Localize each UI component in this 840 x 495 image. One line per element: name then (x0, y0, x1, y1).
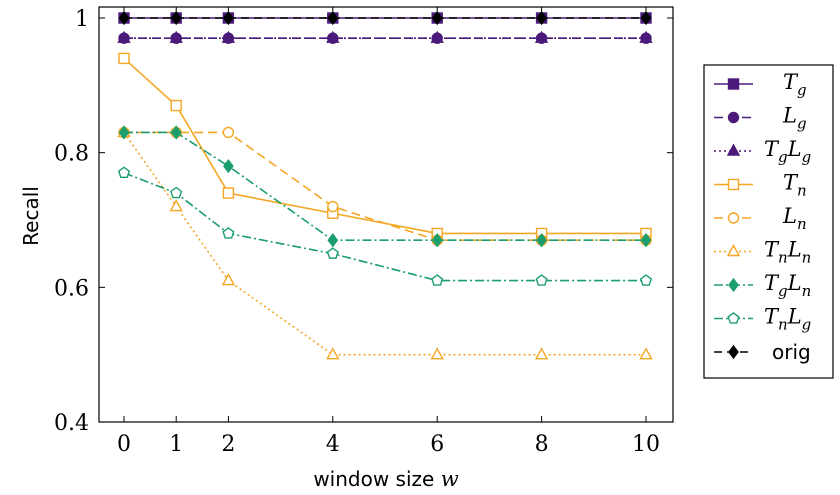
data-point-TgLg (169, 30, 183, 43)
data-point-TnLg (170, 186, 183, 199)
legend-swatch-marker (727, 212, 740, 224)
legend-swatch-marker (727, 178, 740, 191)
data-point-TgLg (221, 30, 236, 43)
data-point-TgLn (170, 125, 182, 140)
legend-entry-TgLg: TgLg (714, 137, 811, 166)
data-point-TnLn (326, 347, 340, 360)
data-point-TgLg (639, 30, 653, 43)
legend-label: Lg (782, 104, 807, 133)
x-tick-label: 2 (221, 432, 235, 457)
data-point-TnLg (535, 274, 548, 286)
series-orig (118, 10, 652, 26)
legend-swatch-marker (726, 143, 741, 156)
legend-entry-Lg: Lg (714, 104, 807, 133)
data-point-TgLn (640, 233, 652, 248)
series-TnLg (117, 166, 653, 286)
data-point-orig (431, 10, 443, 26)
data-point-Ln (327, 200, 339, 213)
legend-swatch-marker (727, 111, 740, 124)
data-point-TnLn (169, 199, 183, 212)
plot-frame (98, 6, 674, 423)
legend-swatch-marker (727, 312, 740, 324)
y-tick-label: 0.8 (54, 142, 89, 167)
data-point-TgLg (430, 30, 444, 43)
data-point-TgLn (118, 125, 130, 140)
series-TgLn (118, 125, 652, 248)
data-point-orig (640, 10, 652, 26)
axes: 0 1 2 4 6 8 10 0.4 0.6 0.8 1 (54, 7, 673, 457)
legend-label: TgLn (764, 271, 811, 300)
series-Tn (118, 52, 652, 240)
legend-label: Ln (782, 204, 807, 233)
x-tick-label: 1 (169, 432, 183, 457)
data-point-orig (327, 10, 339, 26)
data-point-Tn (170, 99, 182, 112)
y-tick-label: 0.4 (54, 411, 89, 436)
data-point-TgLg (326, 30, 340, 43)
y-tick-label: 0.6 (54, 276, 89, 301)
x-axis-label-var: w (441, 467, 459, 491)
series-TnLn (117, 125, 653, 360)
series-layer (117, 10, 653, 360)
legend-entry-Tn: Tn (714, 171, 807, 200)
data-point-TgLn (327, 233, 339, 248)
data-point-Tn (222, 187, 235, 199)
legend-swatch-marker (728, 344, 739, 360)
x-tick-label: 10 (632, 432, 660, 457)
legend-entry-orig: orig (714, 340, 811, 364)
legend-frame (703, 64, 834, 379)
data-point-TnLg (117, 166, 131, 179)
data-point-Ln (222, 126, 235, 139)
x-axis-label-text: window size (313, 467, 440, 491)
x-axis-label: window size w (313, 467, 458, 491)
legend-label: TnLn (764, 238, 811, 267)
data-point-TgLn (223, 158, 234, 174)
legend-entry-Tg: Tg (714, 70, 807, 99)
legend-entry-TnLn: TnLn (714, 238, 811, 267)
series-line-TnLn (123, 132, 646, 356)
data-point-orig (170, 10, 182, 26)
x-tick-label: 8 (535, 432, 549, 457)
data-point-TnLn (639, 347, 653, 360)
legend-label: Tg (783, 70, 807, 99)
data-point-TnLn (221, 273, 236, 286)
data-point-TnLg (326, 247, 339, 259)
data-point-TnLn (430, 347, 444, 360)
data-point-orig (536, 10, 547, 26)
legend-label: TgLg (764, 137, 811, 166)
legend-entry-TgLn: TgLn (714, 271, 811, 300)
legend-swatch-marker (726, 244, 741, 257)
x-tick-label: 6 (430, 432, 444, 457)
legend-entry-Ln: Ln (714, 204, 807, 233)
legend-label: orig (772, 340, 811, 364)
data-point-orig (223, 10, 234, 26)
y-tick-label: 1 (75, 7, 89, 32)
series-Ln (118, 126, 652, 246)
legend-swatch-marker (728, 277, 739, 293)
legend-label: TnLg (764, 305, 811, 334)
x-tick-label: 0 (117, 432, 131, 457)
data-point-TnLg (222, 227, 235, 239)
data-point-TgLn (431, 233, 443, 248)
data-point-TnLg (431, 274, 444, 286)
data-point-TgLg (534, 30, 549, 43)
data-point-TnLg (639, 274, 653, 286)
data-point-Tn (118, 52, 130, 65)
series-line-TnLg (123, 172, 646, 282)
legend-swatch-marker (727, 78, 740, 90)
legend-entry-TnLg: TnLg (714, 305, 811, 334)
data-point-orig (118, 10, 130, 26)
data-point-TnLn (534, 347, 549, 360)
series-line-Tn (123, 57, 646, 235)
legend-label: Tn (783, 171, 807, 200)
y-axis-label: Recall (19, 186, 43, 246)
x-tick-label: 4 (326, 432, 340, 457)
data-point-TgLn (536, 233, 547, 248)
series-TgLg (117, 30, 653, 43)
data-point-TgLg (117, 30, 131, 43)
